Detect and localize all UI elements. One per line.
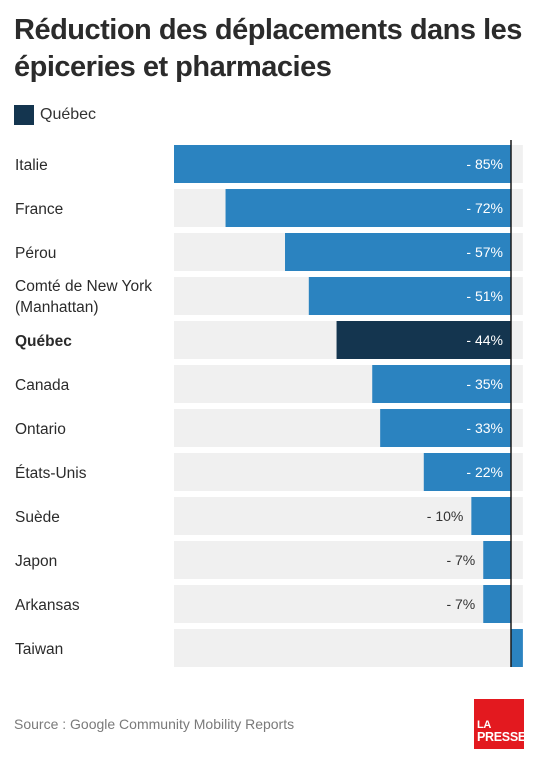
category-label: Italie [15,157,48,174]
category-label: Taiwan [15,641,63,658]
category-label: France [15,201,63,218]
legend-label-quebec: Québec [40,106,97,123]
category-label: Comté de New York [15,278,152,295]
bar [372,365,511,403]
category-label: Arkansas [15,597,80,614]
value-label: - 22% [466,464,503,480]
category-label: Japon [15,553,57,570]
bar [423,453,511,491]
category-label: (Manhattan) [15,299,99,316]
bar [380,409,511,447]
bar [225,189,511,227]
category-label: Pérou [15,245,56,262]
category-label: Québec [15,333,72,350]
bar [336,321,511,359]
logo-line-1: LA [477,719,492,731]
bar-track [174,585,523,623]
category-label: États-Unis [15,465,87,482]
bar [471,497,511,535]
value-label: - 44% [466,332,503,348]
value-label: - 10% [427,508,464,524]
bar [511,629,523,667]
value-label: - 35% [466,376,503,392]
category-label: Canada [15,377,70,394]
bar [174,145,511,183]
bar-track [174,497,523,535]
value-label: - 7% [446,596,475,612]
bar [285,233,511,271]
bar-track [174,541,523,579]
legend-swatch-quebec [14,105,34,125]
bar-chart: Italie - 85% France - 72% Pérou - 57% Comté de… [15,140,523,667]
value-label: - 33% [466,420,503,436]
value-label: - 72% [466,200,503,216]
value-label: - 7% [446,552,475,568]
value-label: - 51% [466,288,503,304]
chart-title: Réduction des déplacements dans les épic… [14,14,522,83]
logo-line-2: PRESSE [477,730,526,744]
bar-track [174,629,523,667]
value-label: - 85% [466,156,503,172]
category-label: Suède [15,509,60,526]
bar [483,541,511,579]
category-label: Ontario [15,421,66,438]
legend: Québec [14,104,96,126]
value-label: - 57% [466,244,503,260]
bar [483,585,511,623]
bar [308,277,511,315]
source-note: Source : Google Community Mobility Repor… [14,716,295,732]
la-presse-logo: LA PRESSE [474,699,526,749]
